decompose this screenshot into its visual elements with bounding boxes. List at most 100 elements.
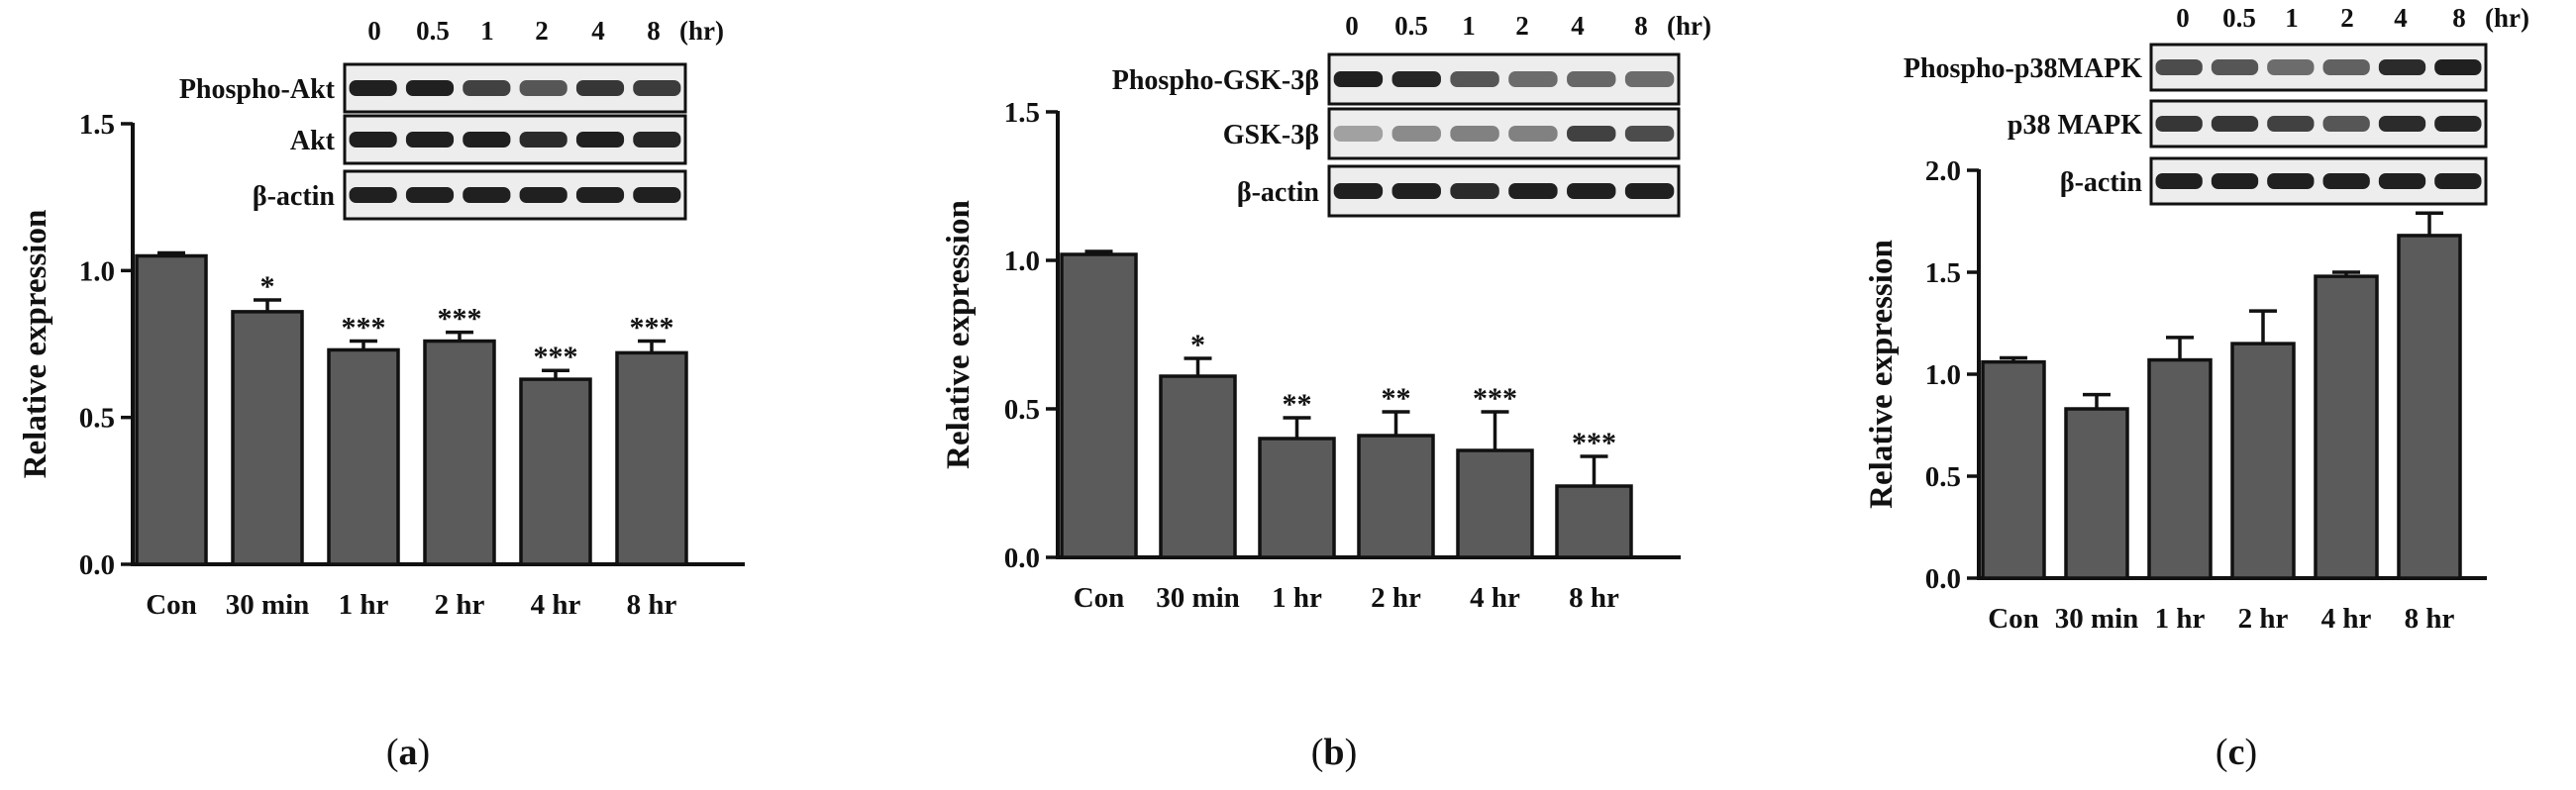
y-axis-label: Relative expression bbox=[1864, 240, 1900, 509]
x-tick-label: 30 min bbox=[1156, 582, 1240, 614]
panel-caption-part: ( bbox=[386, 732, 399, 773]
y-tick-label: 1.5 bbox=[1004, 97, 1040, 129]
blot-band bbox=[1391, 71, 1441, 87]
blot-frame bbox=[2149, 156, 2488, 206]
blot-band bbox=[1624, 71, 1675, 87]
x-tick-label: 4 hr bbox=[2321, 603, 2372, 635]
blot-band bbox=[2322, 173, 2370, 189]
blot-band bbox=[2155, 59, 2203, 75]
blot-band bbox=[2211, 173, 2259, 189]
significance-label: *** bbox=[1572, 427, 1616, 459]
significance-label: ** bbox=[1283, 388, 1312, 421]
blot-row-label: Akt bbox=[290, 126, 336, 156]
blot-band bbox=[519, 80, 567, 96]
blot-time-label: 2 bbox=[1515, 11, 1529, 41]
x-tick-label: 1 hr bbox=[2155, 603, 2206, 635]
y-axis-label: Relative expression bbox=[941, 200, 977, 469]
y-tick-label: 0.0 bbox=[1925, 563, 1961, 595]
blot-band bbox=[349, 80, 397, 96]
panel-c: 0.0 0.5 1.0 1.5 2.0 Relative expression Con 30 … bbox=[1864, 3, 2529, 773]
significance-label: *** bbox=[630, 312, 674, 345]
blot-band bbox=[2267, 116, 2315, 132]
blot-band bbox=[1567, 183, 1616, 199]
bar bbox=[135, 253, 208, 566]
blot-time-label: 1 bbox=[1462, 11, 1476, 41]
x-tick-label: Con bbox=[1074, 582, 1125, 614]
blot-band bbox=[405, 187, 455, 203]
blot-band bbox=[2434, 173, 2482, 189]
blot-band bbox=[1450, 71, 1499, 87]
blot-band bbox=[519, 132, 567, 148]
blot-row-label: GSK-3β bbox=[1223, 120, 1319, 150]
blot-band bbox=[463, 132, 511, 148]
bar bbox=[231, 310, 304, 566]
blot-band bbox=[2322, 59, 2370, 75]
blot-band bbox=[2434, 116, 2482, 132]
panel-caption-part: ( bbox=[2215, 732, 2228, 773]
significance-label: *** bbox=[534, 341, 578, 373]
bar bbox=[2314, 274, 2379, 580]
blot-time-label: 4 bbox=[1571, 11, 1585, 41]
panel-caption: (b) bbox=[1311, 732, 1357, 773]
blot-frame bbox=[2149, 43, 2488, 92]
x-tick-label: 8 hr bbox=[2405, 603, 2455, 635]
panel-caption-part: ) bbox=[1345, 732, 1358, 773]
blot-row-label: Phospho-p38MAPK bbox=[1904, 53, 2142, 84]
blot-band bbox=[349, 132, 397, 148]
blot-time-label: 1 bbox=[2285, 3, 2299, 33]
blot-band bbox=[2434, 59, 2482, 75]
bar bbox=[1060, 252, 1138, 559]
blot-frame bbox=[343, 169, 687, 221]
x-tick-label: 30 min bbox=[226, 589, 310, 621]
blot-time-label: 2 bbox=[2340, 3, 2354, 33]
x-tick-label: 30 min bbox=[2055, 603, 2139, 635]
bar bbox=[1456, 448, 1534, 559]
blot-band bbox=[1333, 126, 1384, 142]
bar bbox=[615, 350, 688, 566]
panel-caption-part: ) bbox=[2244, 732, 2257, 773]
blot-frame bbox=[1327, 164, 1681, 218]
significance-label: *** bbox=[438, 303, 482, 336]
bar bbox=[2064, 407, 2129, 580]
significance-label: *** bbox=[342, 312, 386, 345]
blot-band bbox=[1567, 71, 1616, 87]
bar bbox=[1555, 484, 1633, 559]
blot-band bbox=[1391, 183, 1441, 199]
blot-band bbox=[2378, 173, 2426, 189]
blot-band bbox=[2211, 59, 2259, 75]
blot-band bbox=[575, 80, 625, 96]
x-tick-label: 4 hr bbox=[1470, 582, 1520, 614]
blot-band bbox=[405, 80, 455, 96]
blot-band bbox=[2322, 116, 2370, 132]
blot-band bbox=[1624, 126, 1675, 142]
bar bbox=[1357, 434, 1435, 559]
blot-row-label: β-actin bbox=[2060, 167, 2143, 198]
blot-band bbox=[633, 132, 681, 148]
bar bbox=[1159, 374, 1237, 559]
significance-label: *** bbox=[1473, 382, 1517, 415]
blot-time-unit: (hr) bbox=[2485, 3, 2529, 33]
blot-band bbox=[1508, 183, 1558, 199]
blot-band bbox=[2155, 173, 2203, 189]
blot-band bbox=[1508, 71, 1558, 87]
bar bbox=[327, 347, 400, 566]
blot-band bbox=[1333, 71, 1384, 87]
blot-band bbox=[519, 187, 567, 203]
blot-time-label: 4 bbox=[591, 16, 605, 46]
panel-caption-part: ) bbox=[418, 732, 431, 773]
blot-row-label: β-actin bbox=[1237, 177, 1320, 208]
y-tick-label: 1.0 bbox=[1925, 359, 1961, 391]
x-tick-label: 4 hr bbox=[531, 589, 581, 621]
y-tick-label: 1.0 bbox=[1004, 246, 1040, 277]
blot-band bbox=[2155, 116, 2203, 132]
blot-band bbox=[1450, 126, 1499, 142]
panel-caption: (c) bbox=[2215, 732, 2257, 773]
blot-band bbox=[2211, 116, 2259, 132]
blot-time-label: 8 bbox=[2452, 3, 2466, 33]
bar bbox=[2397, 234, 2462, 580]
y-tick-label: 1.0 bbox=[79, 255, 115, 287]
significance-label: * bbox=[1190, 329, 1205, 361]
blot-band bbox=[2378, 59, 2426, 75]
blot-time-unit: (hr) bbox=[1667, 11, 1711, 41]
